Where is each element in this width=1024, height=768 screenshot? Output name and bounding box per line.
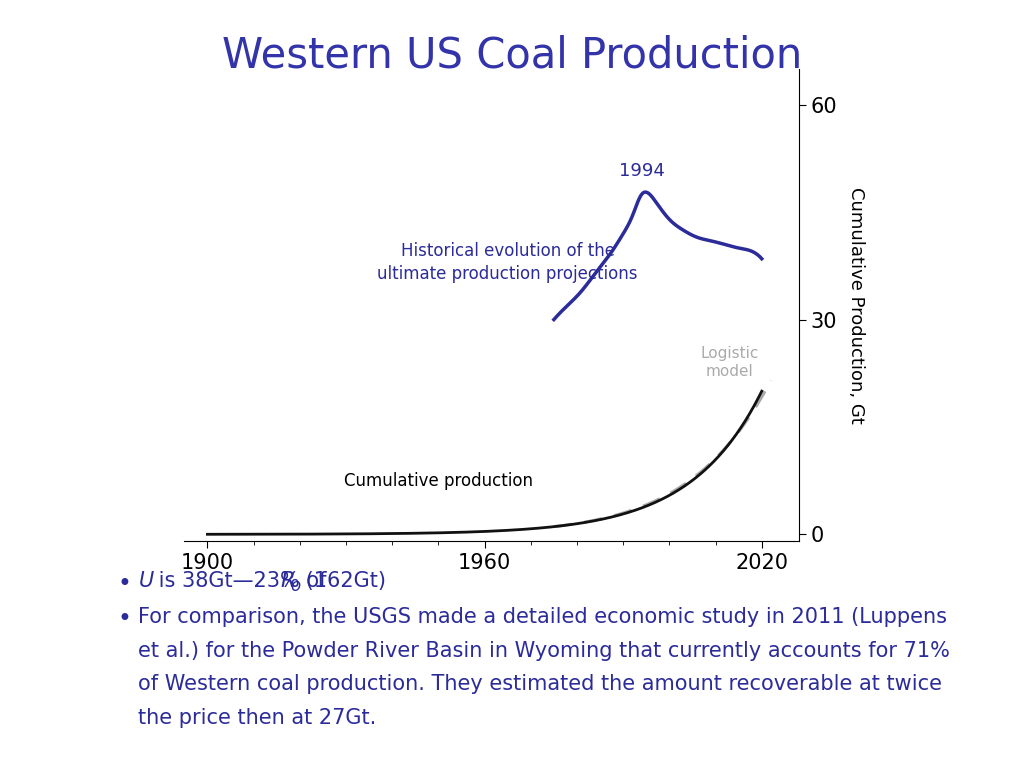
Text: $\it{o}$: $\it{o}$: [290, 577, 301, 594]
Text: is 38Gt—23% of: is 38Gt—23% of: [152, 571, 333, 591]
Text: $\it{R}$: $\it{R}$: [280, 571, 294, 591]
Text: $\it{U}$: $\it{U}$: [138, 571, 155, 591]
Text: For comparison, the USGS made a detailed economic study in 2011 (Luppens: For comparison, the USGS made a detailed…: [138, 607, 947, 627]
Text: Western US Coal Production: Western US Coal Production: [222, 35, 802, 77]
Text: et al.) for the Powder River Basin in Wyoming that currently accounts for 71%: et al.) for the Powder River Basin in Wy…: [138, 641, 950, 660]
Text: 1994: 1994: [618, 162, 665, 180]
Text: Cumulative production: Cumulative production: [344, 472, 532, 490]
Text: •: •: [118, 572, 132, 596]
Text: Logistic
model: Logistic model: [700, 346, 759, 379]
Text: of Western coal production. They estimated the amount recoverable at twice: of Western coal production. They estimat…: [138, 674, 942, 694]
Text: (162Gt): (162Gt): [299, 571, 386, 591]
Text: the price then at 27Gt.: the price then at 27Gt.: [138, 708, 377, 728]
Text: Historical evolution of the
ultimate production projections: Historical evolution of the ultimate pro…: [378, 242, 638, 283]
Text: •: •: [118, 607, 132, 631]
Y-axis label: Cumulative Production, Gt: Cumulative Production, Gt: [847, 187, 865, 424]
